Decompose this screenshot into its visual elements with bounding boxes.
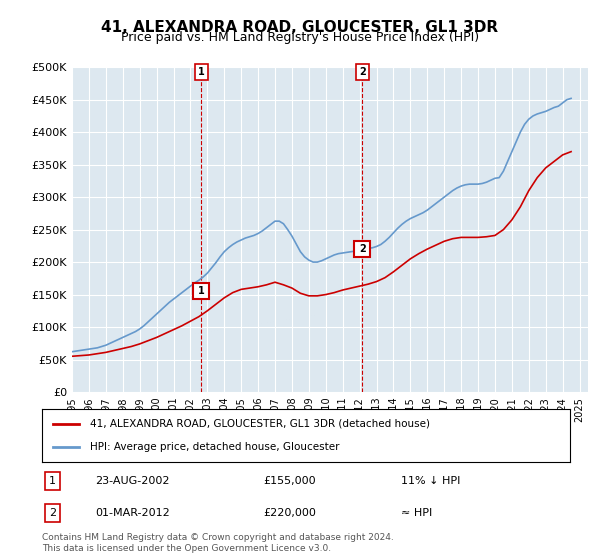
- Text: 23-AUG-2002: 23-AUG-2002: [95, 476, 169, 486]
- Text: Contains HM Land Registry data © Crown copyright and database right 2024.
This d: Contains HM Land Registry data © Crown c…: [42, 533, 394, 553]
- Text: 2: 2: [359, 67, 366, 77]
- Text: HPI: Average price, detached house, Gloucester: HPI: Average price, detached house, Glou…: [89, 442, 339, 452]
- Text: 1: 1: [198, 67, 205, 77]
- Text: 41, ALEXANDRA ROAD, GLOUCESTER, GL1 3DR: 41, ALEXANDRA ROAD, GLOUCESTER, GL1 3DR: [101, 20, 499, 35]
- Text: Price paid vs. HM Land Registry's House Price Index (HPI): Price paid vs. HM Land Registry's House …: [121, 31, 479, 44]
- Text: 01-MAR-2012: 01-MAR-2012: [95, 508, 170, 518]
- Text: £220,000: £220,000: [264, 508, 317, 518]
- Text: 2: 2: [49, 508, 56, 518]
- Text: 41, ALEXANDRA ROAD, GLOUCESTER, GL1 3DR (detached house): 41, ALEXANDRA ROAD, GLOUCESTER, GL1 3DR …: [89, 419, 430, 429]
- Text: 2: 2: [359, 244, 366, 254]
- Text: ≈ HPI: ≈ HPI: [401, 508, 432, 518]
- Text: 11% ↓ HPI: 11% ↓ HPI: [401, 476, 460, 486]
- Text: 1: 1: [198, 286, 205, 296]
- Text: £155,000: £155,000: [264, 476, 316, 486]
- Text: 1: 1: [49, 476, 56, 486]
